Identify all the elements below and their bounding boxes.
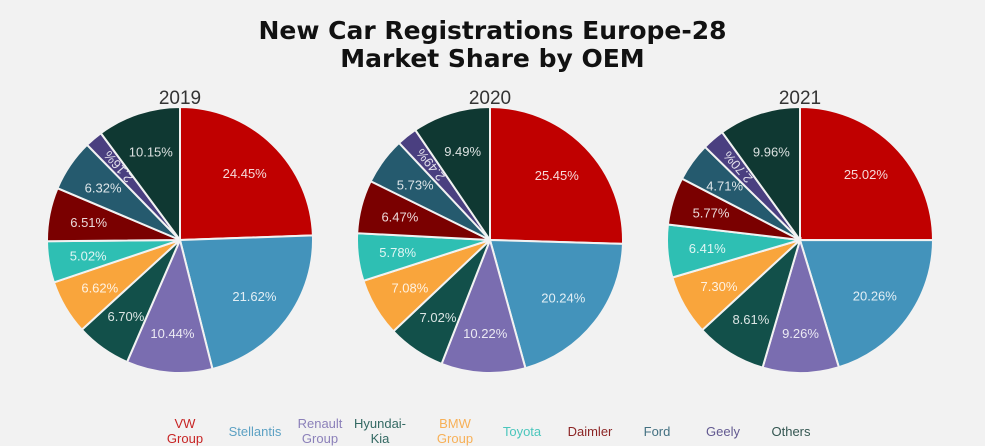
pie-title-2019: 2019 [158, 88, 202, 109]
data-label: 9.26% [782, 326, 819, 341]
data-label: 6.32% [85, 181, 122, 196]
legend-item: Daimler [567, 424, 613, 439]
data-label: 8.61% [732, 312, 769, 327]
pie-slice-2019-renault-group [125, 236, 214, 374]
data-label: 5.77% [693, 206, 730, 221]
data-label: 6.62% [81, 280, 118, 295]
chart-title-line2: Market Share by OEM [340, 44, 645, 73]
data-label: 5.73% [397, 178, 434, 193]
pie-slice-2021-stellantis [798, 238, 935, 369]
pie-slice-2020-vw-group [489, 105, 624, 245]
pie-slice-2020-stellantis [488, 238, 624, 370]
pie-slice-2020-renault-group [440, 236, 527, 374]
legend-item: BMW Group [436, 416, 474, 446]
data-label: 7.02% [420, 310, 457, 325]
data-label: 10.15% [129, 145, 174, 160]
legend-item: Geely [706, 424, 740, 439]
legend-item: VW Group [166, 416, 204, 446]
pie-slice-2019-stellantis [178, 234, 314, 371]
data-label: 7.08% [391, 280, 428, 295]
data-label: 6.41% [689, 241, 726, 256]
data-label: 24.45% [223, 166, 268, 181]
pie-slice-2021-vw-group [799, 105, 935, 242]
data-label: 9.96% [753, 144, 790, 159]
pie-title-2021: 2021 [778, 88, 822, 109]
chart-title-line1: New Car Registrations Europe-28 [258, 16, 727, 45]
legend-item: Others [771, 424, 811, 439]
data-label: 10.22% [463, 326, 508, 341]
data-label: 20.26% [853, 288, 898, 303]
legend-item: Stellantis [228, 424, 282, 439]
data-label: 4.71% [706, 178, 743, 193]
data-label: 6.70% [107, 309, 144, 324]
data-label: 9.49% [444, 144, 481, 159]
pie-slice-2021-renault-group [761, 236, 841, 374]
data-label: 25.02% [844, 167, 889, 182]
legend-item: Hyundai- Kia [353, 416, 407, 446]
data-label: 5.78% [379, 245, 416, 260]
legend-item: Renault Group [297, 416, 343, 446]
legend-item: Ford [643, 424, 671, 439]
data-label: 6.47% [381, 210, 418, 225]
data-label: 5.02% [70, 248, 107, 263]
pie-slice-2019-others [99, 105, 181, 244]
pie-slice-2019-vw-group [179, 105, 314, 242]
data-label: 20.24% [541, 290, 586, 305]
data-label: 10.44% [150, 326, 195, 341]
data-label: 21.62% [232, 289, 277, 304]
pie-slice-2021-others [720, 105, 801, 244]
data-label: 6.51% [70, 215, 107, 230]
data-label: 7.30% [701, 279, 738, 294]
pie-slice-2020-others [413, 105, 491, 244]
data-label: 25.45% [535, 168, 580, 183]
legend-item: Toyota [502, 424, 542, 439]
pie-title-2020: 2020 [468, 88, 512, 109]
